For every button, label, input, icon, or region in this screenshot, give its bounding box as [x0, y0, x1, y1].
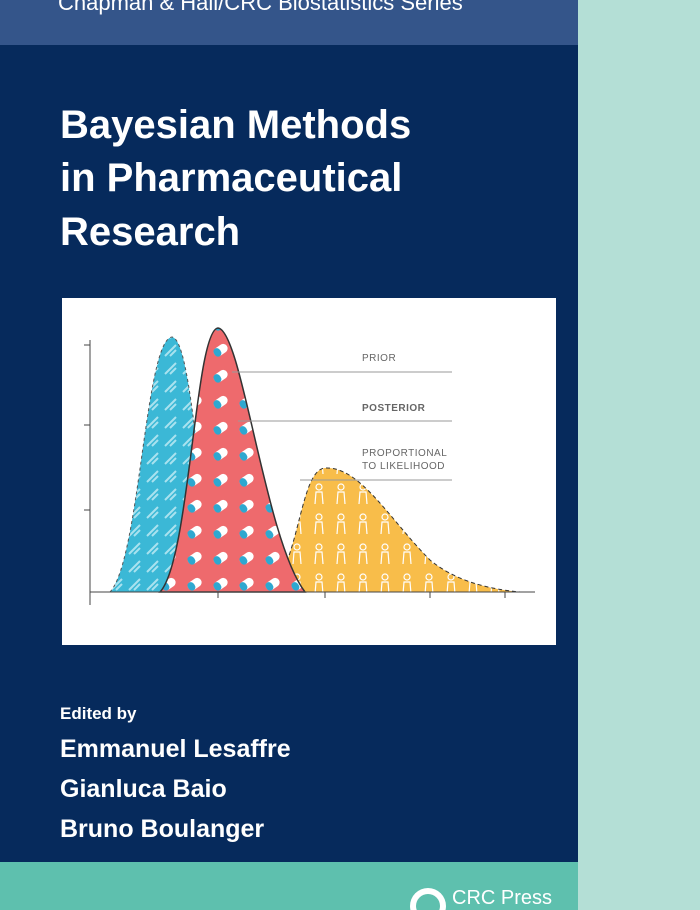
edited-by: Edited by	[60, 704, 137, 723]
likelihood-label: PROPORTIONAL	[362, 448, 447, 459]
title-line: Research	[60, 210, 240, 254]
label-leaders	[232, 371, 452, 481]
posterior-label: POSTERIOR	[362, 403, 426, 414]
editor: Bruno Boulanger	[60, 815, 264, 843]
title-line: in Pharmaceutical	[60, 156, 402, 200]
illustration: PRIOR POSTERIOR PROPORTIONAL TO LIKELIHO…	[62, 298, 556, 645]
series-title: Chapman & Hall/CRC Biostatistics Series	[58, 0, 463, 15]
likelihood-curve	[268, 467, 521, 593]
editor: Gianluca Baio	[60, 775, 227, 803]
axis-ticks	[84, 344, 506, 598]
prior-label: PRIOR	[362, 353, 396, 364]
illustration-box	[62, 298, 556, 645]
editor: Emmanuel Lesaffre	[60, 735, 291, 763]
posterior-curve	[158, 327, 307, 593]
series-band	[0, 0, 578, 45]
publisher-band	[0, 862, 578, 910]
publisher: CRC Press	[452, 887, 552, 909]
likelihood-label: TO LIKELIHOOD	[362, 461, 445, 472]
title-line: Bayesian Methods	[60, 103, 411, 147]
publisher-logo	[416, 894, 440, 910]
